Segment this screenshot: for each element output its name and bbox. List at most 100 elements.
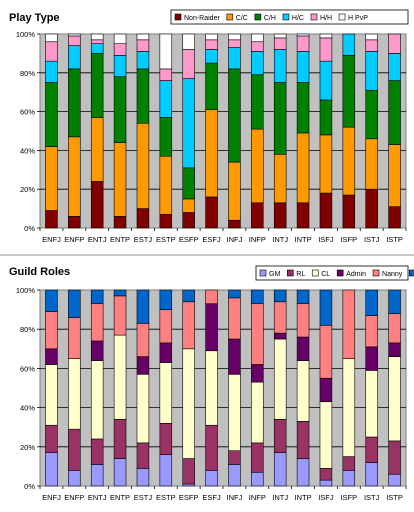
play-type-bar-infp-non-raider [251, 202, 264, 229]
guild-roles-legend-swatch-hire [408, 269, 414, 277]
guild-roles-bar-estj-rl [136, 442, 150, 469]
guild-roles-bar-infj-rl [228, 450, 241, 465]
play-type-bar-estj-c-h [136, 68, 150, 124]
play-type-bar-entj-h-c [90, 43, 104, 54]
play-type-x-tick-label: INFJ [227, 235, 243, 244]
play-type-bar-estj-non-raider [136, 208, 150, 229]
play-type-bar-isfj-h-c [319, 60, 333, 101]
play-type-bar-estj-h-h [136, 39, 150, 52]
play-type-bar-enfj-non-raider [45, 210, 58, 229]
play-type-bar-enfj-h-h [45, 41, 58, 62]
guild-roles-bar-esfp-rl [182, 458, 195, 485]
guild-roles-bar-intp-gm [296, 458, 310, 487]
guild-roles-bar-estj-admin [136, 356, 150, 375]
guild-roles-bar-intj-cl [273, 338, 287, 420]
guild-roles-bar-estp-nanny [159, 309, 173, 344]
guild-roles-bar-intj-hire [273, 289, 287, 303]
guild-roles-bar-isfp-gm [342, 470, 356, 487]
play-type-bar-esfp-h-h [182, 49, 195, 79]
guild-roles-x-tick-label: ESTP [156, 493, 176, 502]
play-type-bar-entp-c-h [113, 76, 127, 143]
guild-roles-legend-label-admin: Admin [346, 271, 366, 278]
play-type-bar-infj-h-c [228, 47, 241, 70]
guild-roles-y-tick-label: 100% [16, 286, 36, 295]
play-type-bar-esfj-non-raider [205, 196, 218, 229]
play-type-bar-infj-non-raider [228, 219, 241, 229]
play-type-bar-entp-non-raider [113, 216, 127, 229]
guild-roles-bar-isfj-admin [319, 377, 333, 403]
play-type-bar-isfj-non-raider [319, 192, 333, 229]
guild-roles-bar-infj-hire [228, 289, 241, 299]
guild-roles-bar-enfj-gm [45, 452, 58, 487]
play-type-bar-enfp-h-pvp [68, 33, 81, 37]
play-type-x-tick-label: ESTP [156, 235, 176, 244]
play-type-y-tick-label: 80% [20, 69, 35, 78]
play-type-y-tick-label: 100% [16, 30, 36, 39]
guild-roles-bar-intp-admin [296, 336, 310, 361]
play-type-bar-estp-non-raider [159, 214, 173, 229]
guild-roles-bar-entj-rl [90, 438, 104, 465]
guild-roles-bar-istj-cl [365, 370, 378, 438]
play-type-bar-infp-h-c [251, 51, 264, 76]
guild-roles-panel: Guild Roles 0% 20% 40% 60% 80% 100% ENFJ ENFP EN… [0, 258, 414, 512]
play-type-x-tick-label: INTJ [272, 235, 288, 244]
guild-roles-x-tick-label: ISTP [386, 493, 403, 502]
guild-roles-bar-istp-hire [388, 289, 401, 314]
play-type-bar-enfp-c-h [68, 68, 81, 138]
play-type-bar-istj-h-h [365, 39, 378, 52]
guild-roles-y-tick-label: 40% [20, 404, 35, 413]
guild-roles-bar-infp-cl [251, 381, 264, 444]
play-type-bar-intp-non-raider [296, 202, 310, 229]
play-type-bar-istj-h-pvp [365, 33, 378, 41]
guild-roles-x-tick-label: INTJ [272, 493, 288, 502]
guild-roles-y-tick-label: 60% [20, 364, 35, 373]
guild-roles-bar-esfp-cl [182, 348, 195, 459]
play-type-legend-label-h-c: H/C [292, 15, 304, 22]
guild-roles-x-tick-label: ENFJ [42, 493, 61, 502]
guild-roles-bar-entp-hire [113, 289, 127, 297]
play-type-x-tick-label: ESTJ [134, 235, 153, 244]
guild-roles-legend-label-rl: RL [296, 271, 305, 278]
guild-roles-bar-isfj-hire [319, 289, 333, 326]
play-type-bar-entp-h-pvp [113, 33, 127, 44]
guild-roles-x-tick-label: ISTJ [364, 493, 380, 502]
play-type-x-tick-label: ISTJ [364, 235, 380, 244]
play-type-bar-enfp-non-raider [68, 216, 81, 229]
play-type-bar-esfp-h-c [182, 78, 195, 169]
guild-roles-bar-enfp-rl [68, 428, 81, 471]
guild-roles-bar-enfp-hire [68, 289, 81, 318]
guild-roles-bar-istp-gm [388, 473, 401, 487]
play-type-y-tick-label: 0% [24, 224, 35, 233]
guild-roles-bar-istj-nanny [365, 315, 378, 348]
guild-roles-bar-entj-admin [90, 340, 104, 361]
play-type-y-tick-label: 60% [20, 108, 35, 117]
play-type-bar-entj-non-raider [90, 181, 104, 229]
guild-roles-bar-enfj-admin [45, 348, 58, 365]
play-type-x-tick-label: ENFJ [42, 235, 61, 244]
play-type-legend-swatch-h-c [282, 13, 290, 21]
play-type-bar-esfp-c-h [182, 167, 195, 200]
play-type-bar-intp-h-c [296, 51, 310, 83]
guild-roles-bar-intp-rl [296, 421, 310, 459]
guild-roles-bar-estj-cl [136, 373, 150, 444]
guild-roles-bar-isfj-cl [319, 401, 333, 469]
play-type-bar-entp-h-c [113, 55, 127, 77]
guild-roles-bar-esfj-admin [205, 303, 218, 352]
play-type-legend-label-h-h: H/H [320, 15, 332, 22]
play-type-legend-swatch-c-h [254, 13, 262, 21]
play-type-bar-intj-non-raider [273, 202, 287, 229]
guild-roles-bar-infp-rl [251, 442, 264, 473]
play-type-bar-esfp-non-raider [182, 212, 195, 229]
guild-roles-legend-swatch-cl [311, 269, 319, 277]
guild-roles-bar-istj-gm [365, 462, 378, 487]
guild-roles-bar-intj-nanny [273, 301, 287, 334]
play-type-bar-estp-c-h [159, 117, 173, 157]
play-type-bar-enfj-h-pvp [45, 33, 58, 43]
guild-roles-bar-istp-nanny [388, 313, 401, 344]
guild-roles-bar-esfj-gm [205, 470, 218, 487]
play-type-legend-label-h-pvp: H PvP [348, 15, 368, 22]
play-type-bar-infp-c-c [251, 128, 264, 204]
play-type-bar-intp-c-h [296, 82, 310, 134]
guild-roles-bar-enfj-nanny [45, 311, 58, 350]
play-type-bar-istj-h-c [365, 51, 378, 91]
